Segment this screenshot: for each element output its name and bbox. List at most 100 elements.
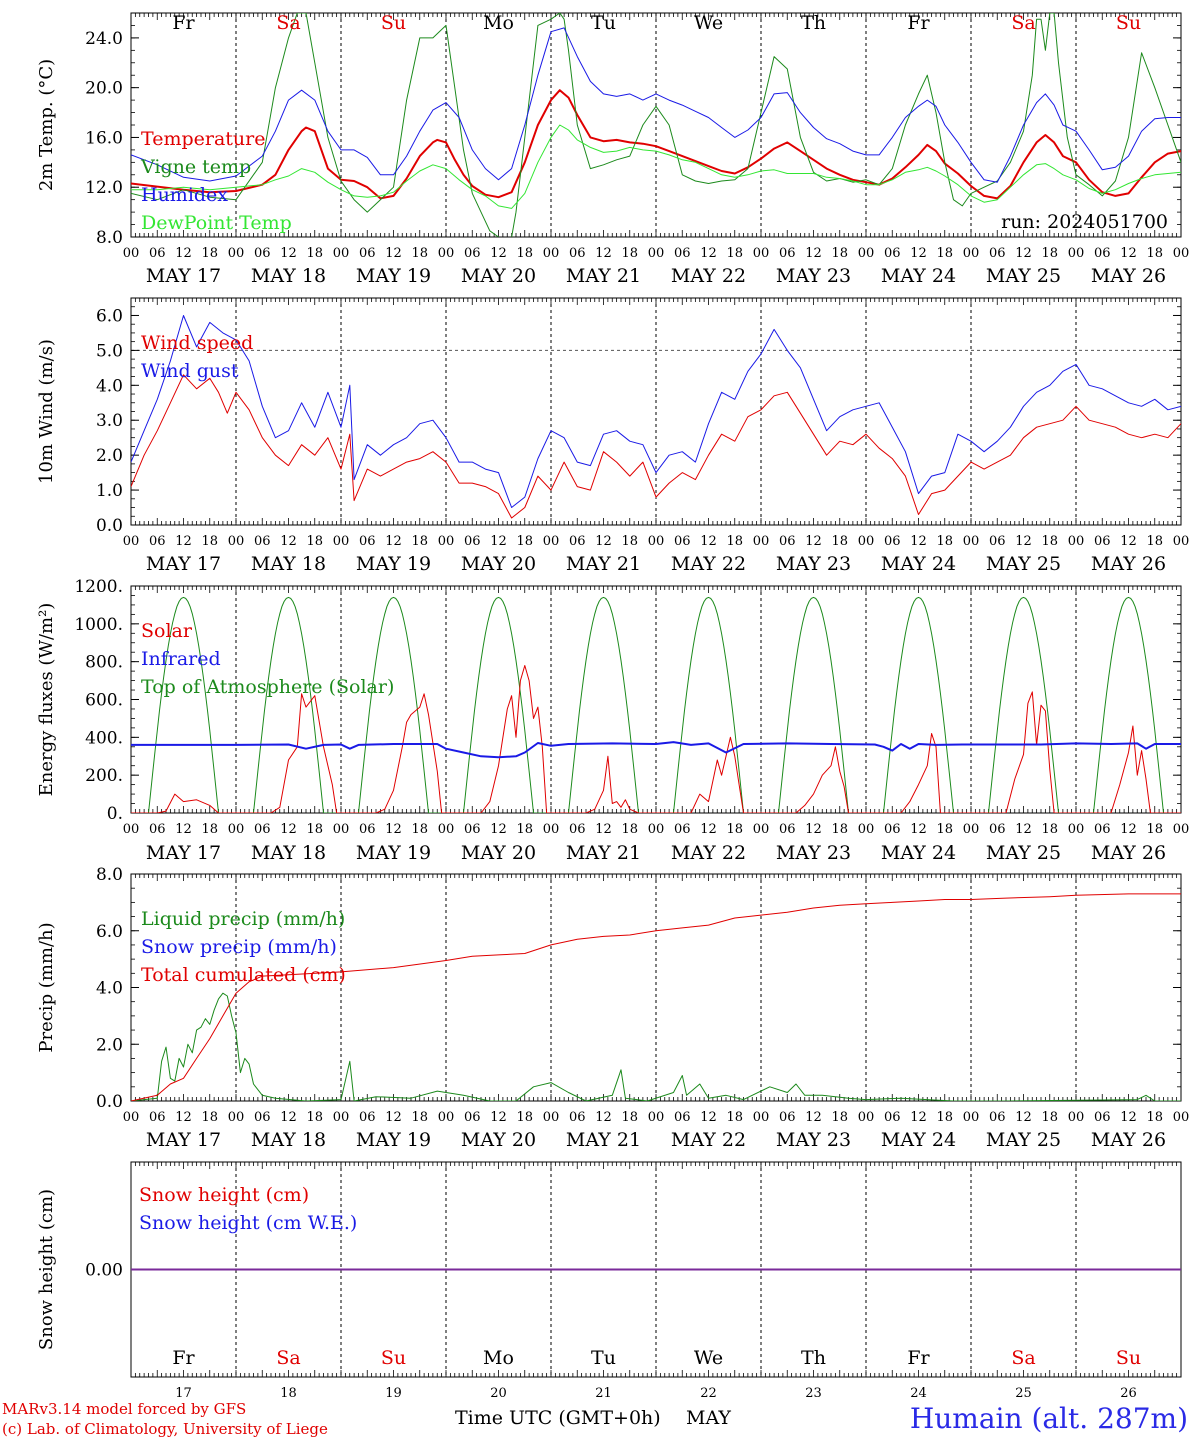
- legend-entry: Snow height (cm W.E.): [139, 1212, 357, 1234]
- weekday-label: Su: [1116, 1347, 1141, 1369]
- hour-tick-label: 06: [779, 246, 796, 261]
- hour-tick-label: 00: [1068, 1110, 1085, 1125]
- date-label: MAY 24: [881, 553, 956, 575]
- hour-tick-label: 06: [884, 534, 901, 549]
- hour-tick-label: 00: [858, 822, 875, 837]
- hour-tick-label: 12: [595, 246, 612, 261]
- hour-tick-label: 00: [963, 534, 980, 549]
- hour-tick-label: 00: [123, 246, 140, 261]
- hour-tick-label: 18: [1146, 822, 1163, 837]
- station-name: Humain (alt. 287m): [909, 1402, 1188, 1435]
- hour-tick-label: 18: [936, 534, 953, 549]
- hour-tick-label: 06: [569, 534, 586, 549]
- hour-tick-label: 00: [963, 1110, 980, 1125]
- legend-entry: Top of Atmosphere (Solar): [141, 676, 394, 698]
- run-label: run: 2024051700: [1001, 211, 1168, 233]
- series-total-cumulated-cm-: [131, 893, 1181, 1101]
- y-tick-label: 3.0: [96, 411, 123, 431]
- hour-tick-label: 00: [228, 534, 245, 549]
- weekday-label: Su: [1116, 12, 1141, 34]
- hour-tick-label: 18: [411, 246, 428, 261]
- hour-tick-label: 12: [280, 534, 297, 549]
- hour-tick-label: 18: [306, 822, 323, 837]
- date-label: MAY 24: [881, 1129, 956, 1151]
- series-infrared: [131, 741, 1181, 759]
- hour-tick-label: 00: [543, 534, 560, 549]
- y-tick-label: 0.0: [96, 1092, 123, 1112]
- hour-tick-label: 00: [648, 534, 665, 549]
- weekday-label: Mo: [483, 1347, 514, 1369]
- y-tick-label: 0.: [107, 804, 123, 824]
- hour-tick-label: 12: [385, 1110, 402, 1125]
- hour-tick-label: 06: [359, 246, 376, 261]
- hour-tick-label: 06: [674, 246, 691, 261]
- y-tick-label: 600.: [85, 691, 123, 711]
- day-number-label: 25: [1015, 1386, 1032, 1401]
- series-top-of-atmosphere: [131, 596, 1181, 813]
- hour-tick-label: 12: [490, 246, 507, 261]
- hour-tick-label: 06: [569, 822, 586, 837]
- series-temperature: [131, 89, 1181, 200]
- hour-tick-label: 12: [280, 246, 297, 261]
- hour-tick-label: 06: [149, 1110, 166, 1125]
- date-label: MAY 22: [671, 265, 746, 287]
- hour-tick-label: 18: [306, 246, 323, 261]
- hour-tick-label: 12: [175, 822, 192, 837]
- hour-tick-label: 12: [490, 534, 507, 549]
- hour-tick-label: 18: [1146, 534, 1163, 549]
- hour-tick-label: 06: [359, 822, 376, 837]
- hour-tick-label: 12: [1015, 534, 1032, 549]
- hour-tick-label: 00: [543, 1110, 560, 1125]
- hour-tick-label: 18: [726, 822, 743, 837]
- date-label: MAY 22: [671, 553, 746, 575]
- hour-tick-label: 12: [910, 534, 927, 549]
- series-group: [131, 893, 1181, 1101]
- hour-tick-label: 00: [753, 822, 770, 837]
- date-label: MAY 25: [986, 842, 1061, 864]
- hour-tick-label: 00: [753, 1110, 770, 1125]
- day-number-label: 19: [385, 1386, 402, 1401]
- date-label: MAY 22: [671, 842, 746, 864]
- y-tick-label: 24.0: [85, 29, 123, 49]
- hour-tick-label: 06: [464, 534, 481, 549]
- hour-tick-label: 06: [149, 534, 166, 549]
- date-label: MAY 26: [1091, 842, 1166, 864]
- hour-tick-label: 00: [543, 246, 560, 261]
- y-axis-label: Energy fluxes (W/m²): [36, 603, 57, 797]
- hour-tick-label: 00: [438, 534, 455, 549]
- hour-tick-label: 18: [1041, 534, 1058, 549]
- hour-tick-label: 12: [595, 534, 612, 549]
- y-tick-label: 2.0: [96, 1035, 123, 1055]
- legend-entry: Solar: [141, 620, 193, 642]
- date-label: MAY 17: [146, 1129, 221, 1151]
- hour-tick-label: 00: [333, 534, 350, 549]
- hour-tick-label: 12: [280, 1110, 297, 1125]
- hour-tick-label: 18: [516, 1110, 533, 1125]
- hour-tick-label: 00: [1068, 822, 1085, 837]
- hour-tick-label: 18: [726, 246, 743, 261]
- hour-tick-label: 18: [1146, 1110, 1163, 1125]
- hour-tick-label: 06: [149, 822, 166, 837]
- hour-tick-label: 12: [385, 534, 402, 549]
- hour-tick-label: 06: [989, 1110, 1006, 1125]
- weekday-label: Fr: [172, 1347, 195, 1369]
- hour-tick-label: 06: [464, 822, 481, 837]
- y-tick-label: 8.0: [96, 228, 123, 248]
- hour-tick-label: 12: [1120, 1110, 1137, 1125]
- panel-energy: 0. 200. 400. 600. 800. 1000. 1200. Energy fluxe…: [36, 577, 1189, 864]
- hour-tick-label: 06: [989, 246, 1006, 261]
- hour-tick-label: 00: [228, 1110, 245, 1125]
- hour-tick-label: 18: [516, 246, 533, 261]
- series-wind-gust: [131, 315, 1181, 508]
- date-label: MAY 21: [566, 553, 641, 575]
- y-tick-label: 1200.: [74, 577, 123, 597]
- date-label: MAY 17: [146, 553, 221, 575]
- legend-entry: Wind gust: [141, 360, 239, 382]
- hour-tick-label: 06: [674, 1110, 691, 1125]
- hour-tick-label: 12: [595, 822, 612, 837]
- hour-tick-label: 18: [621, 822, 638, 837]
- y-tick-label: 400.: [85, 728, 123, 748]
- legend-entry: Humidex: [141, 184, 228, 206]
- hour-tick-label: 00: [1173, 1110, 1190, 1125]
- date-label: MAY 20: [461, 842, 536, 864]
